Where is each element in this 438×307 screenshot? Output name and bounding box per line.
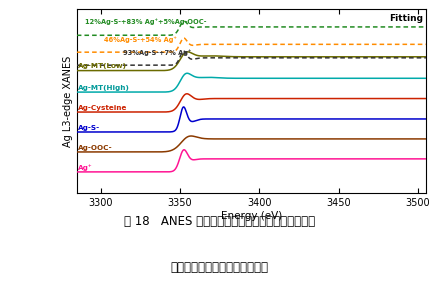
Y-axis label: Ag L3-edge XANES: Ag L3-edge XANES	[63, 56, 73, 147]
Text: 图 18   ANES 揭示细胞内纳米銀的化学形态与转化。: 图 18 ANES 揭示细胞内纳米銀的化学形态与转化。	[124, 215, 314, 228]
Text: Ag-MT(High): Ag-MT(High)	[78, 85, 130, 91]
Text: Ag⁺: Ag⁺	[78, 164, 93, 171]
Text: Ag-MT(Low): Ag-MT(Low)	[78, 63, 127, 69]
Text: 12%Ag-S-+83% Ag⁺+5%Ag-OOC-: 12%Ag-S-+83% Ag⁺+5%Ag-OOC-	[85, 19, 206, 25]
Text: Ag-OOC-: Ag-OOC-	[78, 145, 113, 151]
Text: 数据来源：国家纳米科学中心。: 数据来源：国家纳米科学中心。	[170, 261, 268, 274]
Text: Fitting: Fitting	[388, 14, 422, 23]
Text: 46%Ag-S-+54% Ag⁺: 46%Ag-S-+54% Ag⁺	[103, 36, 176, 43]
Text: Ag-S-: Ag-S-	[78, 125, 100, 131]
X-axis label: Energy (eV): Energy (eV)	[220, 211, 281, 221]
Text: Ag-Cysteine: Ag-Cysteine	[78, 105, 127, 111]
Text: 93%Ag-S-+7% Ag⁺: 93%Ag-S-+7% Ag⁺	[123, 50, 191, 56]
